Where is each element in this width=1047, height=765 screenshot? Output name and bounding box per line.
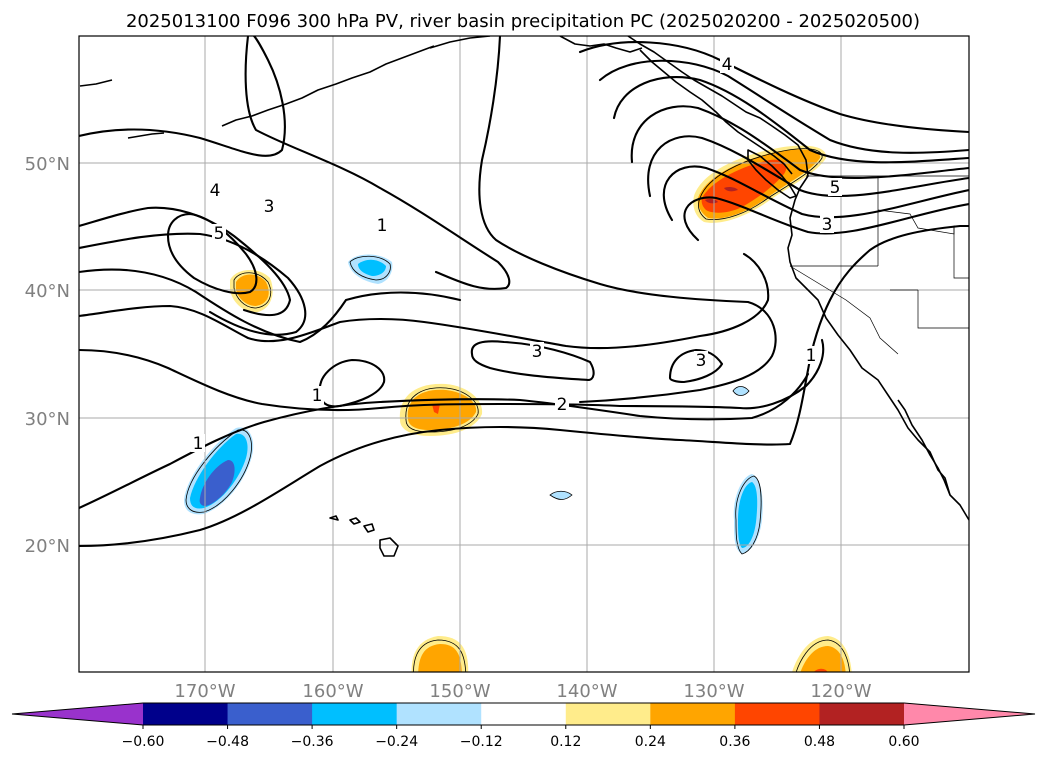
precip-pos-pnw-4 [705,186,738,204]
pv-contour-1-south-b [79,368,810,548]
colorbar-tick-label: 0.48 [804,734,835,750]
colorbar-tick-label: 0.24 [635,734,666,750]
pv-contour-2-main [79,252,770,350]
lon-label: 160°W [302,681,363,702]
contour-label: 1 [312,386,323,406]
lat-label: 20°N [25,536,70,557]
pv-contour-3-east [668,348,724,384]
contour-label: 1 [806,346,817,366]
pv-contour-1-east-down [806,224,969,372]
precip-outline-25n [185,429,252,513]
precip-pos-31n-3 [432,404,440,414]
pv-contour-1-main [79,36,286,157]
pv-contour-2-west [79,268,462,344]
pv-contour-ne-3 [612,76,969,164]
contour-label: 3 [264,197,275,217]
pv-contour-ne-7 [683,196,969,242]
precip-pos-bottom-150w-2 [418,644,462,672]
colorbar-tick-label: −0.36 [291,734,334,750]
precip-outline-23n [735,475,762,555]
precip-outline-bottom-121w [795,639,850,672]
colorbar-segment [396,703,482,725]
colorbar-tick-label: 0.12 [550,734,581,750]
coastline-north-america [627,36,969,521]
colorbar-extend-high [904,703,1035,725]
pv-contour-1-south-a [79,372,810,510]
coastline-bering-west [79,79,165,139]
precip-outline-40n [233,272,272,309]
map-area: 1 1 1 1 2 3 3 3 3 4 4 5 5 [79,36,969,672]
pv-contour-ne-1 [578,41,969,134]
contour-label: 1 [377,216,388,236]
colorbar: −0.60 −0.48 −0.36 −0.24 −0.12 0.12 0.24 0.36 0.4… [11,702,1036,750]
precip-outline-31n [405,387,479,433]
colorbar-extend-low [12,703,143,725]
pv-contour-ne-2 [598,59,969,154]
pv-contour-ne-5 [647,135,969,198]
precip-outline-42n [349,255,391,281]
pv-contour-2-south [79,338,825,412]
contour-label: 4 [210,181,221,201]
colorbar-tick-label: 0.60 [888,734,919,750]
contour-label: 3 [696,351,707,371]
lon-label: 170°W [174,681,235,702]
colorbar-segment [734,703,820,725]
contour-label: 3 [822,215,833,235]
precip-neg-42n-2 [358,259,386,276]
lat-labels: 50°N 40°N 30°N 20°N [25,154,70,557]
pv-contour-4-west [79,206,292,317]
lat-label: 30°N [25,409,70,430]
contour-label: 1 [193,434,204,454]
lon-label: 140°W [556,681,617,702]
colorbar-tick-label: −0.60 [122,734,165,750]
lon-label: 120°W [810,681,871,702]
colorbar-segment [143,703,229,725]
colorbar-tick-label: −0.12 [460,734,503,750]
lon-labels: 170°W 160°W 150°W 140°W 130°W 120°W [174,681,871,702]
precip-neg-small-b [549,490,573,500]
precip-neg-25n-3 [199,460,235,506]
colorbar-tick-label: 0.36 [719,734,750,750]
pv-contour-1-loop [318,358,386,408]
coastline-aleutians [221,45,435,127]
colorbar-segment [565,703,651,725]
pv-contour-1-band [244,36,511,290]
colorbar-segment [481,703,567,725]
precip-outline-bottom-150w [413,639,467,672]
lat-label: 40°N [25,281,70,302]
pv-contour-3-mid [470,340,595,382]
colorbar-tick-label: −0.48 [206,734,249,750]
colorbar-segment [819,703,905,725]
plot-title: 2025013100 F096 300 hPa PV, river basin … [126,11,920,32]
contour-label: 3 [532,342,543,362]
coastline-vancouver-island [747,149,797,199]
contour-label: 5 [830,178,841,198]
colorbar-segment [312,703,398,725]
contour-label: 5 [214,224,225,244]
precip-pos-bottom-121w-3 [813,668,828,672]
precip-pos-bottom-121w-2 [800,646,846,672]
pv-contours [79,36,969,548]
lat-label: 50°N [25,154,70,175]
pv-contour-ne-6 [662,165,969,222]
precip-outline-pnw [698,148,823,220]
coastline-hawaii [329,515,399,557]
colorbar-tick-label: −0.24 [375,734,418,750]
precip-neg-23n-2 [738,482,758,548]
colorbar-segment [650,703,736,725]
pv-contour-5-loop [166,212,258,295]
lon-label: 150°W [429,681,490,702]
map-frame [78,35,970,673]
pv-contour-ne-4 [630,105,969,180]
pv-contour-1-north [478,36,777,404]
contour-label: 2 [557,395,568,415]
contour-label: 4 [722,55,733,75]
lon-label: 130°W [683,681,744,702]
coastline-gulf-california [897,399,951,496]
precip-neg-small-a [732,386,750,396]
colorbar-segment [227,703,313,725]
pv-contour-labels: 1 1 1 1 2 3 3 3 3 4 4 5 5 [191,55,842,454]
